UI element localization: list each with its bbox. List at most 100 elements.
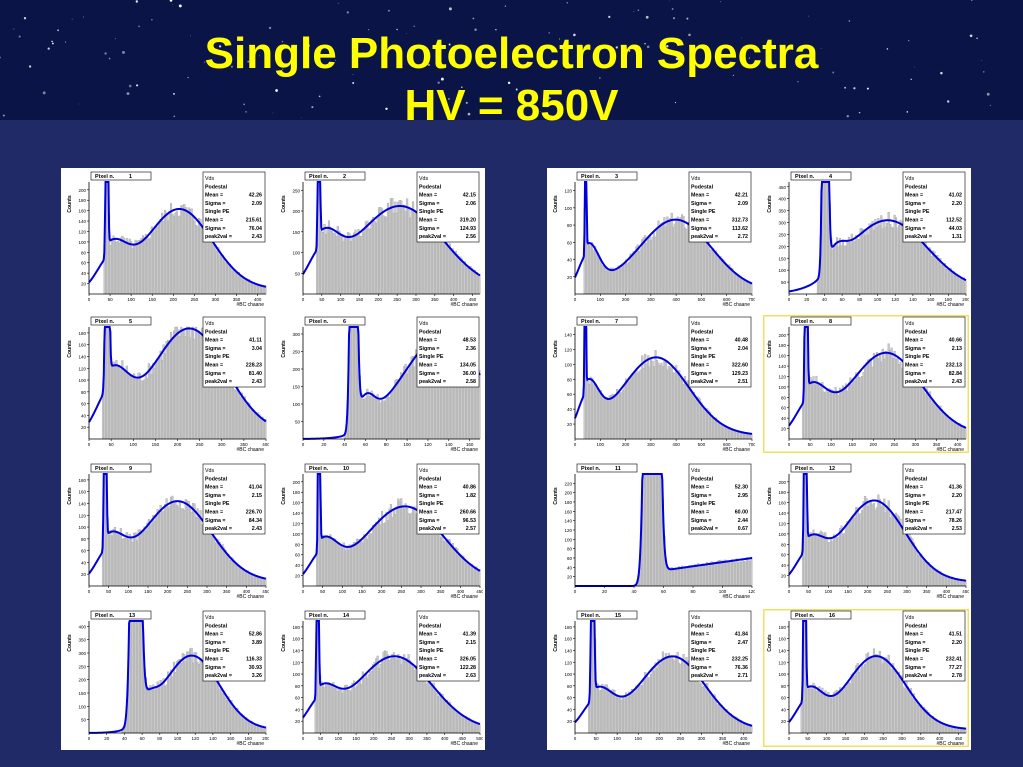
y-tick-label: 50 [781,280,787,285]
x-tick-label: 350 [933,442,941,447]
y-tick-label: 180 [778,490,786,495]
y-tick-label: 20 [781,719,787,724]
y-tick-label: 80 [295,542,301,547]
stats-label: Single PE [905,648,930,654]
stats-value: 30.93 [249,665,262,671]
star [615,46,619,49]
pixel-label-box [790,316,852,326]
star [645,15,649,19]
x-tick-label: 50 [106,589,112,594]
y-tick-label: 100 [292,532,300,537]
spectrum-chart-16: 20 40 60 80 100 120 140 160 180 0 50 100 150 200 250 30… [763,609,969,747]
pixel-number: 13 [129,613,135,619]
stats-label: peak2val = [691,234,718,240]
y-tick-label: 80 [567,377,573,382]
x-axis-label: #BC chaane [450,447,478,453]
star [359,40,361,42]
x-tick-label: 140 [209,736,217,741]
spectrum-panel-6: 50 100 150 200 250 300 0 20 40 60 80 100 120 140 160 Co… [277,315,483,453]
y-tick-label: 60 [567,556,573,561]
stats-label: Vds [205,176,214,182]
y-tick-label: 100 [78,240,86,245]
x-tick-label: 120 [424,442,432,447]
spectrum-chart-11: 20 40 60 80 100 120 140 160 180 200 220 0 20 40 60 80 10… [549,462,755,600]
stats-value: 2.09 [738,201,748,207]
pixel-label: Pixel n. [309,613,329,619]
star [748,57,750,59]
y-tick-label: 80 [781,395,787,400]
star [741,37,742,39]
x-tick-label: 200 [656,736,664,741]
star [866,87,869,90]
star [352,73,354,75]
stats-value: 129.23 [732,371,748,377]
star [983,71,985,73]
pixel-label: Pixel n. [309,319,329,325]
star [675,57,679,61]
x-tick-label: 350 [431,297,439,302]
y-tick-label: 180 [564,500,572,505]
y-tick-label: 140 [78,354,86,359]
x-tick-label: 0 [788,589,791,594]
y-tick-label: 50 [295,271,301,276]
x-tick-label: 150 [356,297,364,302]
stats-value: 81.40 [249,371,262,377]
panel-group-right: 20 40 60 80 100 120 0 100 200 300 400 500 600 700 Coun… [547,168,971,750]
x-tick-label: 350 [423,736,431,741]
y-tick-label: 100 [292,402,300,407]
x-tick-label: 40 [822,297,828,302]
y-tick-label: 120 [778,660,786,665]
star [686,17,689,20]
spectrum-chart-10: 20 40 60 80 100 120 140 160 180 200 0 50 100 150 200 25… [277,462,483,600]
y-tick-label: 80 [81,390,87,395]
y-tick-label: 180 [778,343,786,348]
stats-label: Mean = [205,632,223,638]
star [539,49,541,51]
pixel-label: Pixel n. [309,174,329,180]
x-tick-label: 150 [144,589,152,594]
stats-value: 124.93 [460,226,476,232]
spectrum-panel-9: 20 40 60 80 100 120 140 160 180 0 50 100 150 200 250 30… [63,462,269,600]
pixel-label-box [304,171,366,181]
x-tick-label: 0 [574,589,577,594]
y-tick-label: 20 [781,427,787,432]
stats-label: Vds [419,321,428,327]
stats-value: 44.03 [949,226,962,232]
stats-value: 2.06 [466,201,476,207]
spectrum-panel-8: 20 40 60 80 100 120 140 160 180 200 0 50 100 150 200 25… [763,315,969,453]
star [474,28,477,31]
pixel-number: 9 [129,466,132,472]
star [268,26,272,30]
fit-curve [302,181,481,277]
pixel-label-box [304,316,366,326]
y-tick-label: 80 [781,684,787,689]
pixel-label-box [576,316,638,326]
y-axis-label: Counts [553,487,559,504]
stats-value: 3.04 [252,346,262,352]
y-tick-label: 250 [292,188,300,193]
stats-value: 2.71 [738,673,748,679]
x-tick-label: 400 [262,442,269,447]
x-tick-label: 500 [698,442,706,447]
y-tick-label: 350 [78,638,86,643]
stats-value: 82.84 [949,371,962,377]
star [272,112,274,114]
y-tick-label: 60 [781,696,787,701]
y-tick-label: 160 [778,501,786,506]
stats-value: 41.02 [949,193,962,199]
stats-label: peak2val = [205,526,232,532]
pixel-label: Pixel n. [309,466,329,472]
stats-value: 40.66 [949,338,962,344]
stats-box [902,610,966,682]
stats-label: Podestal [205,476,228,482]
histogram-bin [964,427,967,440]
star [135,0,138,3]
star [282,68,284,70]
fit-curve [88,473,267,580]
y-tick-label: 60 [81,402,87,407]
y-tick-label: 60 [567,696,573,701]
y-tick-label: 120 [78,366,86,371]
x-axis-label: #BC chaane [936,594,964,600]
y-tick-label: 100 [778,385,786,390]
y-tick-label: 120 [564,660,572,665]
